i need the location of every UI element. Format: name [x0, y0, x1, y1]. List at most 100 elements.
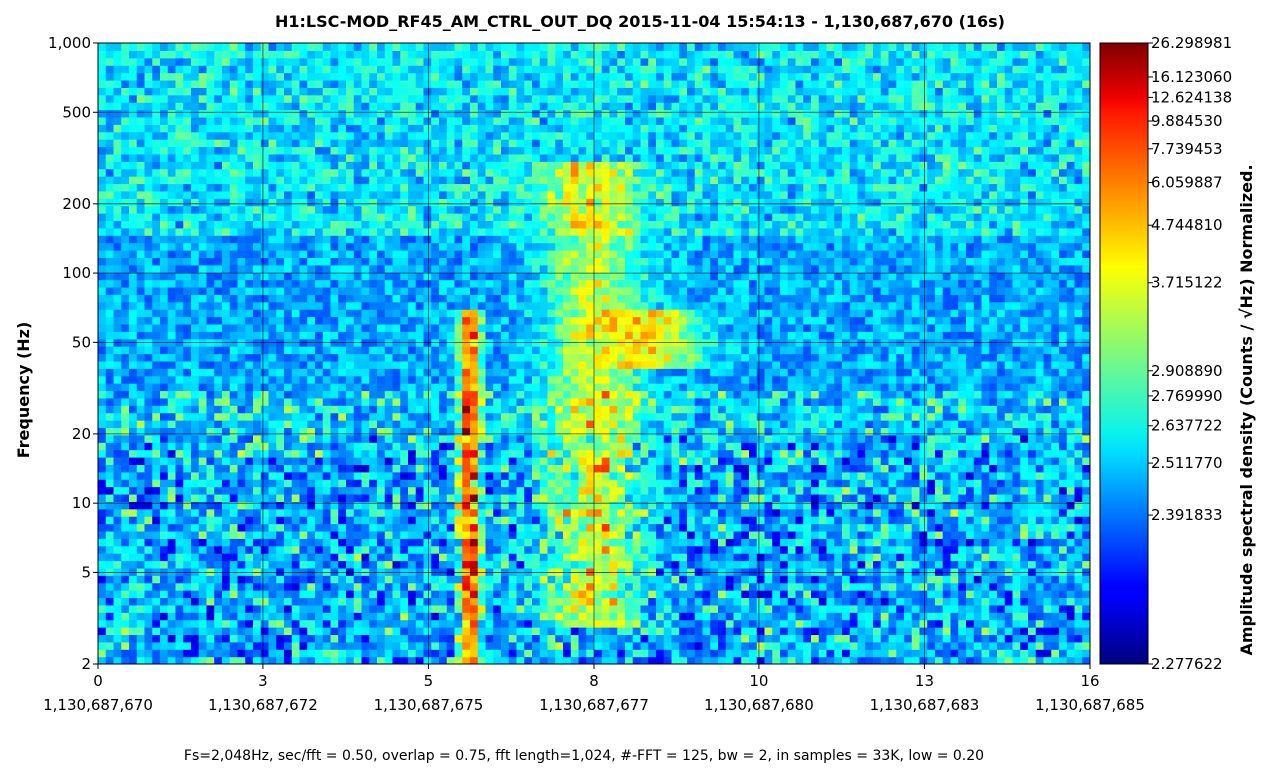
heat-cell: [144, 279, 153, 288]
heat-cell: [315, 301, 324, 310]
heat-cell: [206, 50, 215, 59]
heat-cell: [439, 486, 448, 495]
heat-cell: [315, 649, 324, 658]
heat-cell: [532, 479, 541, 488]
heat-cell: [129, 257, 138, 266]
heat-cell: [423, 575, 432, 584]
heat-cell: [532, 301, 541, 310]
heat-cell: [485, 264, 494, 273]
heat-cell: [121, 183, 130, 192]
heat-cell: [539, 627, 549, 636]
heat-cell: [237, 235, 246, 244]
heat-cell: [206, 471, 215, 480]
heat-cell: [245, 457, 254, 465]
heat-cell: [284, 176, 293, 185]
heat-cell: [260, 390, 270, 399]
heat-cell: [524, 131, 533, 140]
heat-cell: [222, 383, 231, 392]
heat-cell: [462, 604, 471, 613]
heat-cell: [446, 257, 456, 266]
heat-cell: [152, 220, 161, 229]
heat-cell: [276, 190, 285, 199]
heat-cell: [253, 360, 262, 369]
heat-cell: [113, 190, 122, 199]
heat-cell: [191, 146, 200, 155]
heat-cell: [346, 43, 355, 51]
heat-cell: [160, 597, 169, 606]
heat-cell: [160, 604, 169, 613]
heat-cell: [299, 176, 308, 185]
heat-cell: [477, 109, 487, 118]
heat-cell: [446, 109, 456, 118]
heat-cell: [547, 656, 556, 664]
heat-cell: [136, 442, 146, 451]
heat-cell: [214, 619, 223, 628]
heat-cell: [516, 183, 525, 192]
heat-cell: [315, 205, 324, 214]
heat-cell: [222, 250, 231, 258]
heat-cell: [237, 641, 246, 650]
heat-cell: [136, 538, 146, 547]
heat-cell: [136, 508, 146, 517]
heat-cell: [477, 139, 487, 148]
heat-cell: [501, 656, 510, 664]
heat-cell: [361, 486, 370, 495]
heat-cell: [384, 493, 394, 502]
heat-cell: [423, 79, 432, 88]
heat-cell: [346, 501, 355, 510]
heat-cell: [214, 220, 223, 229]
heat-cell: [113, 508, 122, 517]
heat-cell: [415, 508, 425, 517]
heat-cell: [501, 205, 510, 214]
heat-cell: [229, 43, 239, 51]
heat-cell: [346, 153, 355, 162]
heat-cell: [322, 420, 332, 429]
heat-cell: [477, 124, 487, 133]
heat-cell: [493, 442, 502, 451]
heat-cell: [470, 294, 479, 303]
heat-cell: [307, 575, 316, 584]
heat-cell: [260, 471, 270, 480]
heat-cell: [369, 493, 378, 502]
heat-cell: [439, 612, 448, 621]
heat-cell: [284, 604, 293, 613]
heat-cell: [245, 161, 254, 170]
heat-cell: [516, 87, 525, 96]
heat-cell: [369, 508, 378, 517]
heat-cell: [539, 109, 549, 118]
heat-cell: [462, 242, 471, 251]
heat-cell: [408, 405, 417, 414]
heat-cell: [113, 627, 122, 636]
heat-cell: [485, 656, 494, 664]
heat-cell: [353, 131, 363, 140]
heat-cell: [462, 612, 471, 621]
heat-cell: [330, 331, 339, 340]
heat-cell: [260, 309, 270, 318]
heat-cell: [415, 176, 425, 185]
heat-cell: [524, 264, 533, 273]
heat-cell: [260, 109, 270, 118]
heat-cell: [229, 575, 239, 584]
heat-cell: [268, 50, 277, 59]
heat-cell: [516, 582, 525, 591]
heat-cell: [214, 50, 223, 59]
heat-cell: [353, 235, 363, 244]
heat-cell: [415, 612, 425, 621]
heat-cell: [361, 449, 370, 458]
heat-cell: [353, 360, 363, 369]
heat-cell: [214, 227, 223, 236]
heat-cell: [485, 442, 494, 451]
heat-cell: [493, 294, 502, 303]
heat-cell: [392, 109, 401, 118]
heat-cell: [299, 146, 308, 155]
heat-cell: [307, 183, 316, 192]
heat-cell: [291, 405, 301, 414]
heat-cell: [470, 442, 479, 451]
heat-cell: [516, 109, 525, 118]
heat-cell: [121, 235, 130, 244]
heat-cell: [98, 309, 107, 318]
heat-cell: [470, 530, 479, 539]
heat-cell: [361, 390, 370, 399]
heat-cell: [307, 220, 316, 229]
heat-cell: [183, 294, 192, 303]
